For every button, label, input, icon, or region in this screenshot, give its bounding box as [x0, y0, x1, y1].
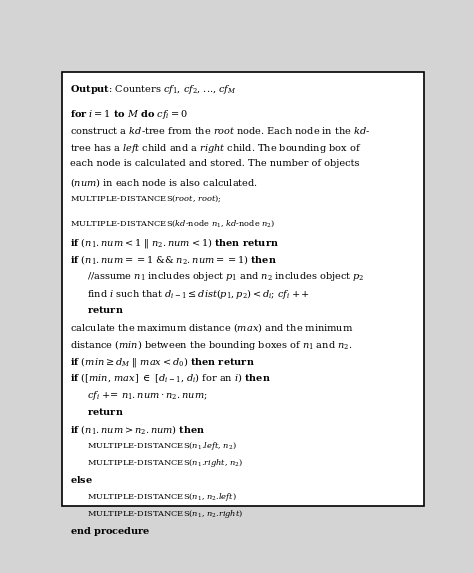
Text: $\mathbf{if}$ ($n_1\mathit{.num} < 1$ $\|$ $n_2\mathit{.num} < 1$) $\mathbf{then: $\mathbf{if}$ ($n_1\mathit{.num} < 1$ $\…	[70, 236, 279, 250]
Text: MULTIPLE-DISTANCES($n_1$.$\mathit{left}$, $n_2$): MULTIPLE-DISTANCES($n_1$.$\mathit{left}$…	[87, 439, 237, 452]
Text: $\mathbf{return}$: $\mathbf{return}$	[87, 304, 124, 315]
Text: tree has a $\mathit{left}$ child and a $\mathit{right}$ child. The bounding box : tree has a $\mathit{left}$ child and a $…	[70, 142, 362, 155]
Text: each node is calculated and stored. The number of objects: each node is calculated and stored. The …	[70, 159, 360, 168]
Text: MULTIPLE-DISTANCES($n_1$, $n_2$.$\mathit{left}$): MULTIPLE-DISTANCES($n_1$, $n_2$.$\mathit…	[87, 490, 237, 503]
Text: $\mathbf{if}$ ([$\mathit{min}$, $\mathit{max}$] $\in$ [$d_{i-1}$, $d_i$) for an : $\mathbf{if}$ ([$\mathit{min}$, $\mathit…	[70, 372, 271, 385]
Text: MULTIPLE-DISTANCES($\mathit{root}$, $\mathit{root}$);: MULTIPLE-DISTANCES($\mathit{root}$, $\ma…	[70, 193, 222, 204]
Text: $cf_i$ += $n_1\mathit{.num} \cdot n_2\mathit{.num}$;: $cf_i$ += $n_1\mathit{.num} \cdot n_2\ma…	[87, 388, 208, 402]
Text: $\mathbf{end\ procedure}$: $\mathbf{end\ procedure}$	[70, 524, 151, 537]
Text: MULTIPLE-DISTANCES($\mathit{kd}$-node $n_1$, $\mathit{kd}$-node $n_2$): MULTIPLE-DISTANCES($\mathit{kd}$-node $n…	[70, 219, 276, 229]
Text: $\mathbf{return}$: $\mathbf{return}$	[87, 406, 124, 417]
Text: $\mathbf{for}$ $i = 1$ $\mathbf{to}$ $M$ $\mathbf{do}$ $cf_i = 0$: $\mathbf{for}$ $i = 1$ $\mathbf{to}$ $M$…	[70, 108, 188, 121]
Text: MULTIPLE-DISTANCES($n_1$.$\mathit{right}$, $n_2$): MULTIPLE-DISTANCES($n_1$.$\mathit{right}…	[87, 457, 243, 469]
Text: calculate the maximum distance ($\mathit{max}$) and the minimum: calculate the maximum distance ($\mathit…	[70, 321, 354, 333]
Text: $\mathbf{else}$: $\mathbf{else}$	[70, 473, 93, 485]
Text: //assume $n_1$ includes object $p_1$ and $n_2$ includes object $p_2$: //assume $n_1$ includes object $p_1$ and…	[87, 270, 364, 282]
Text: $\mathbf{if}$ ($\mathit{min} \geq d_M$ $\|$ $\mathit{max} < d_0$) $\mathbf{then\: $\mathbf{if}$ ($\mathit{min} \geq d_M$ $…	[70, 355, 255, 368]
Text: $\mathbf{if}$ ($n_1\mathit{.num} > n_2\mathit{.num}$) $\mathbf{then}$: $\mathbf{if}$ ($n_1\mathit{.num} > n_2\m…	[70, 423, 206, 435]
Text: ($\mathit{num}$) in each node is also calculated.: ($\mathit{num}$) in each node is also ca…	[70, 176, 258, 189]
Text: $\mathbf{Output}$: Counters $cf_1$, $cf_2$, ..., $cf_M$: $\mathbf{Output}$: Counters $cf_1$, $cf_…	[70, 83, 237, 96]
Text: distance ($\mathit{min}$) between the bounding boxes of $n_1$ and $n_2$.: distance ($\mathit{min}$) between the bo…	[70, 337, 353, 352]
Text: MULTIPLE-DISTANCES($n_1$, $n_2$.$\mathit{right}$): MULTIPLE-DISTANCES($n_1$, $n_2$.$\mathit…	[87, 508, 243, 520]
Text: find $i$ such that $d_{i-1} \leq \mathit{dist}(p_1, p_2) < d_i$; $cf_i$ ++: find $i$ such that $d_{i-1} \leq \mathit…	[87, 286, 309, 301]
Text: $\mathbf{if}$ ($n_1\mathit{.num} == 1$ && $n_2\mathit{.num} == 1$) $\mathbf{then: $\mathbf{if}$ ($n_1\mathit{.num} == 1$ &…	[70, 253, 277, 266]
FancyBboxPatch shape	[62, 72, 424, 507]
Text: construct a $\mathit{kd}$-tree from the $\mathit{root}$ node. Each node in the $: construct a $\mathit{kd}$-tree from the …	[70, 125, 371, 136]
